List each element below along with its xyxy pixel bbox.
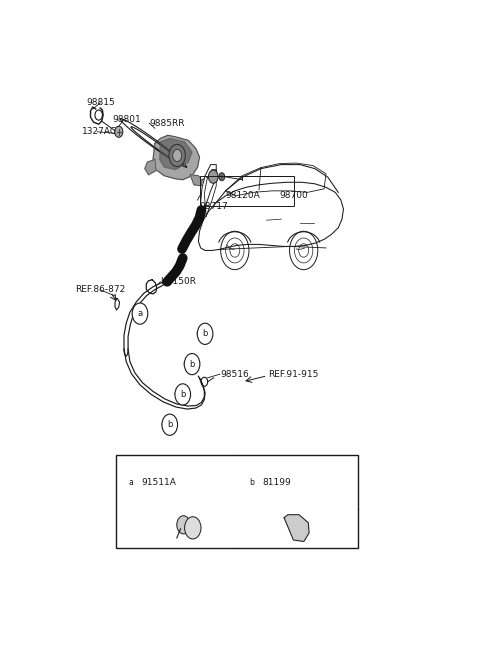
Text: H1150R: H1150R (160, 277, 196, 286)
Text: b: b (180, 390, 185, 399)
Circle shape (184, 354, 200, 375)
Text: REF.91-915: REF.91-915 (268, 370, 319, 379)
Text: 98815: 98815 (86, 98, 115, 108)
Polygon shape (284, 515, 309, 541)
Circle shape (173, 150, 181, 161)
Text: b: b (249, 478, 254, 487)
Circle shape (197, 323, 213, 344)
Circle shape (219, 173, 225, 181)
Bar (116, 455, 358, 548)
Text: 98801: 98801 (112, 115, 141, 123)
Text: a: a (128, 478, 133, 487)
Polygon shape (153, 135, 200, 180)
Circle shape (185, 517, 201, 539)
Text: 98516: 98516 (220, 370, 249, 379)
Polygon shape (160, 138, 192, 170)
Circle shape (169, 144, 185, 167)
Text: b: b (167, 420, 172, 429)
Circle shape (132, 303, 148, 324)
Text: 81199: 81199 (262, 478, 291, 487)
Text: 98120A: 98120A (226, 192, 260, 200)
Text: REF.86-872: REF.86-872 (75, 285, 125, 295)
Circle shape (177, 516, 190, 534)
Text: 1327AC: 1327AC (83, 127, 118, 136)
Circle shape (175, 384, 191, 405)
Text: a: a (137, 309, 143, 318)
Text: 91511A: 91511A (141, 478, 176, 487)
Text: b: b (203, 329, 208, 338)
Bar (200, 176, 294, 206)
Circle shape (115, 126, 123, 137)
Polygon shape (190, 174, 202, 186)
Circle shape (124, 474, 137, 491)
Text: b: b (190, 359, 195, 369)
Circle shape (245, 474, 258, 491)
Polygon shape (145, 159, 156, 174)
Text: 98717: 98717 (200, 201, 228, 211)
Text: 98700: 98700 (279, 192, 308, 200)
Text: 9885RR: 9885RR (149, 119, 185, 128)
Circle shape (208, 170, 218, 183)
Circle shape (162, 414, 178, 436)
